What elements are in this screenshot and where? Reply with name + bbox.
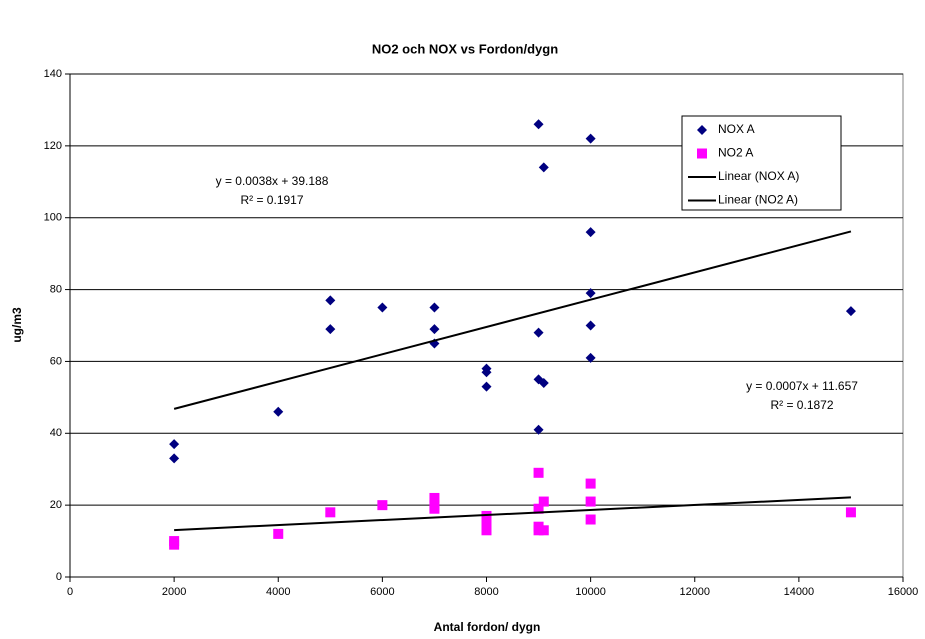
trend-line [173, 230, 852, 410]
point [533, 119, 544, 130]
point [533, 327, 544, 338]
point [273, 406, 284, 417]
legend-box [681, 115, 842, 211]
point [533, 424, 544, 435]
y-axis-label: ug/m3 [10, 307, 24, 343]
point [429, 503, 440, 514]
point [845, 306, 856, 317]
trend-r2: R² = 0.1917 [240, 193, 303, 207]
point [585, 514, 596, 525]
point [585, 227, 596, 238]
y-tick-label: 100 [44, 212, 62, 224]
x-tick-label: 14000 [784, 586, 815, 598]
point [429, 492, 440, 503]
y-tick-label: 60 [50, 355, 62, 367]
legend-label: NO2 A [718, 146, 753, 160]
trend-equation: y = 0.0007x + 11.657 [746, 379, 858, 393]
point [325, 324, 336, 335]
legend-swatch [697, 125, 707, 135]
y-tick-label: 140 [44, 68, 62, 80]
x-tick-label: 6000 [370, 586, 394, 598]
legend-swatch [697, 148, 707, 159]
point [845, 507, 856, 518]
point [585, 496, 596, 507]
x-tick-label: 4000 [266, 586, 290, 598]
point [169, 439, 180, 450]
x-tick-label: 0 [67, 586, 73, 598]
legend-label: Linear (NO2 A) [718, 193, 798, 207]
point [538, 162, 549, 173]
x-tick-label: 16000 [888, 586, 919, 598]
x-axis-label: Antal fordon/ dygn [434, 620, 541, 634]
point [538, 496, 549, 507]
point [377, 302, 388, 313]
point [325, 507, 336, 518]
point [585, 352, 596, 363]
point [585, 133, 596, 144]
point [533, 467, 544, 478]
point [429, 302, 440, 313]
x-tick-label: 2000 [162, 586, 186, 598]
point [481, 381, 492, 392]
point [533, 503, 544, 514]
y-tick-label: 0 [56, 571, 62, 583]
point [585, 478, 596, 489]
trend-r2: R² = 0.1872 [770, 398, 833, 412]
point [325, 295, 336, 306]
y-tick-label: 80 [50, 283, 62, 295]
point [481, 518, 492, 529]
y-tick-label: 120 [44, 140, 62, 152]
y-tick-label: 40 [50, 427, 62, 439]
x-tick-label: 10000 [575, 586, 606, 598]
x-tick-label: 12000 [679, 586, 710, 598]
point [169, 539, 180, 550]
point [538, 377, 549, 388]
trend-equation: y = 0.0038x + 39.188 [216, 174, 329, 188]
point [533, 525, 544, 536]
point [429, 324, 440, 335]
point [585, 320, 596, 331]
x-tick-label: 8000 [474, 586, 498, 598]
legend-label: Linear (NOX A) [718, 169, 799, 183]
legend-label: NOX A [718, 122, 755, 136]
point [273, 528, 284, 539]
point [585, 288, 596, 299]
point [169, 453, 180, 464]
trend-line [174, 496, 851, 532]
point [481, 525, 492, 536]
y-tick-label: 20 [50, 499, 62, 511]
chart-title: NO2 och NOX vs Fordon/dygn [372, 41, 558, 56]
point [377, 500, 388, 511]
point [538, 525, 549, 536]
point [481, 367, 492, 378]
